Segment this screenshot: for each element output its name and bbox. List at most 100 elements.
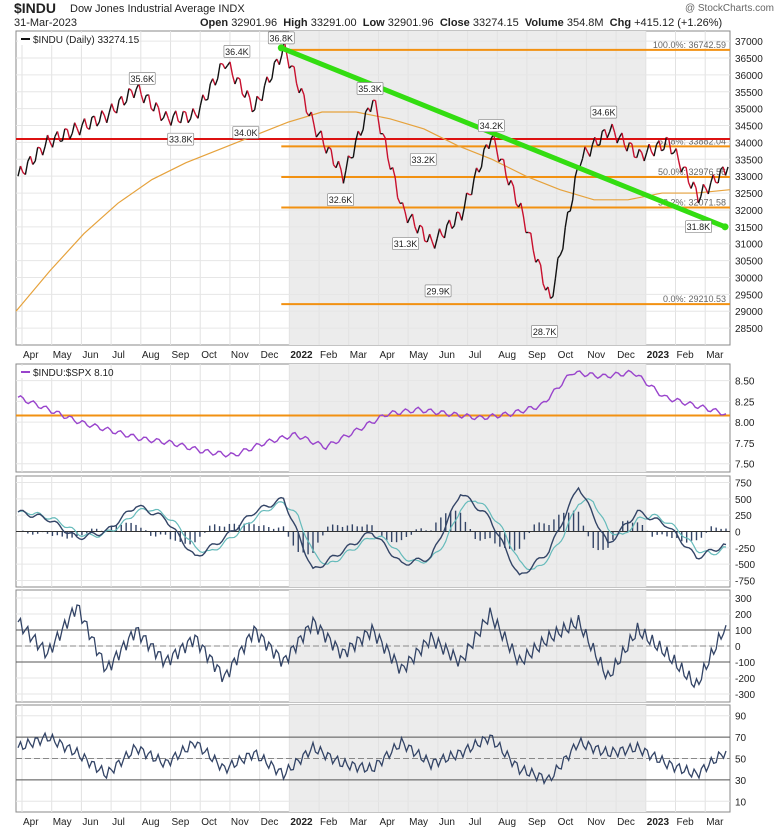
price-line-segment [253,96,258,110]
price-line-segment [101,110,105,116]
trendline-anchor [721,223,729,231]
price-line-segment [382,133,386,139]
x-tick-label: Aug [498,817,516,828]
price-line-segment [470,178,475,195]
peak-label: 31.3K [394,239,418,249]
price-line-segment [700,184,705,197]
price-line-segment [611,123,616,133]
price-line-segment [335,160,340,169]
price-line-segment [712,174,717,183]
price-line-segment [342,170,347,184]
price-line-segment [328,146,332,150]
price-line-segment [237,76,241,80]
close-label: Close [439,17,470,29]
price-line-segment [19,165,24,173]
price-line-segment [111,103,115,112]
price-line-segment [234,77,239,85]
price-line-segment [717,169,722,184]
price-line-segment [557,254,561,259]
price-line-segment [202,94,207,101]
price-y-tick: 32500 [735,189,763,200]
x-tick-label: Oct [201,350,217,361]
peak-label-box [392,237,419,250]
x-tick-label: Dec [617,817,635,828]
price-line-segment [165,111,170,119]
price-line-segment [212,78,216,86]
price-line-segment [567,210,571,213]
price-line-segment [692,181,697,189]
x-tick-label: Oct [558,817,574,828]
price-line-segment [295,83,300,94]
price-line-segment [397,197,401,204]
price-line-segment [584,146,589,153]
macd-y-tick: 750 [735,479,752,490]
x-tick-label: Aug [142,817,160,828]
price-line-segment [271,62,276,79]
price-line-segment [685,167,690,183]
price-line-segment [41,146,46,156]
price-line-segment [466,192,470,196]
price-line-segment [626,142,631,152]
price-line-segment [293,66,298,84]
brand-watermark: @ StockCharts.com [684,3,774,14]
macd-line [17,486,727,576]
x-tick-label: Jun [439,817,455,828]
peak-label-box [424,284,452,298]
price-line-segment [44,134,49,147]
price-line-segment [451,225,455,229]
price-line-segment [569,199,574,212]
peak-label: 28.7K [533,327,557,337]
price-line-segment [157,107,162,121]
price-line-segment [648,143,653,153]
price-line-segment [438,228,443,236]
price-line-segment [710,174,714,184]
x-tick-label: Mar [350,817,368,828]
price-line-segment [71,122,76,134]
x-tick-label: Feb [320,817,338,828]
price-line-segment [313,123,317,138]
price-line-segment [394,177,399,198]
price-line-segment [552,278,557,297]
price-line-segment [88,117,93,130]
price-line-segment [463,192,468,209]
price-line-segment [310,111,315,125]
price-y-tick: 28500 [735,324,763,335]
rsi-y-tick: 10 [735,797,747,808]
open-value: 32901.96 [231,17,278,29]
price-line-segment [488,137,493,149]
price-line-segment [702,183,707,189]
panel-title-bg [18,366,102,378]
price-line-segment [24,161,29,175]
rsi-y-tick: 50 [735,755,747,766]
price-line-segment [387,157,391,170]
price-line-segment [501,158,504,161]
price-line-segment [130,90,135,99]
high-label: High [283,17,308,29]
price-line-segment [724,166,729,176]
price-line-segment [502,159,507,177]
price-line-segment [579,158,584,167]
peak-label-box [409,153,437,166]
price-line-segment [266,76,271,83]
price-line-segment [616,136,621,144]
price-line-segment [564,211,569,228]
fib-level-label: 100.0%: 36742.59 [653,40,726,50]
ratio-y-tick: 8.25 [735,397,755,408]
price-line-segment [256,95,261,100]
cci-y-tick: 200 [735,610,752,621]
price-y-tick: 34000 [735,138,763,149]
peak-label-box [356,82,384,95]
x-tick-label: May [53,350,72,361]
price-line-segment [199,94,204,106]
price-y-tick: 33000 [735,172,763,183]
price-line-segment [337,160,342,170]
macd-signal-line [17,498,727,571]
price-line-segment [261,85,266,101]
peak-label: 36.8K [270,33,294,43]
price-line-segment [352,140,357,158]
price-line-segment [249,97,253,112]
peak-label: 31.8K [687,222,711,232]
price-line-segment [207,83,211,100]
price-y-tick: 29000 [735,307,763,318]
price-line-segment [498,158,502,163]
